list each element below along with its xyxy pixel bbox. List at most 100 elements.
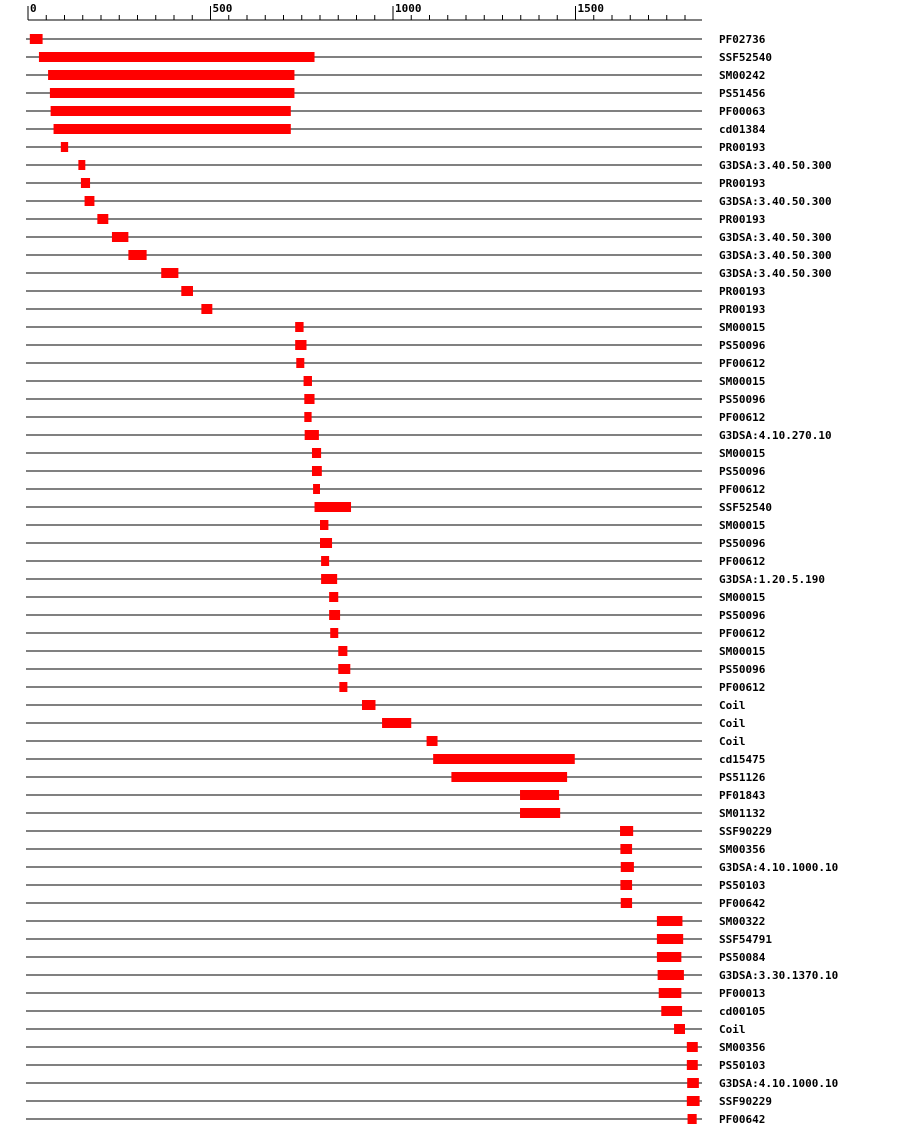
track-row: SM00015 <box>26 375 765 388</box>
track-label: PF00642 <box>719 897 765 910</box>
track-label: cd15475 <box>719 753 765 766</box>
track-label: G3DSA:4.10.1000.10 <box>719 1077 838 1090</box>
track-label: PF02736 <box>719 33 766 46</box>
domain-bar <box>520 808 561 818</box>
track-row: PS50103 <box>26 1059 765 1072</box>
track-row: cd15475 <box>26 753 765 766</box>
track-label: PR00193 <box>719 213 765 226</box>
track-label: SSF52540 <box>719 51 772 64</box>
domain-bar <box>181 286 193 296</box>
track-row: PF00642 <box>26 1113 765 1126</box>
domain-bar <box>201 304 213 314</box>
track-row: SM00015 <box>26 645 765 658</box>
domain-bar <box>620 898 633 908</box>
track-row: PR00193 <box>26 141 765 154</box>
track-row: G3DSA:3.40.50.300 <box>26 267 832 280</box>
domain-bar <box>658 988 682 998</box>
domain-bar <box>311 466 322 476</box>
domain-bar <box>321 556 330 566</box>
track-label: SM01132 <box>719 807 765 820</box>
track-label: PS50096 <box>719 465 766 478</box>
track-row: SM00356 <box>26 843 766 856</box>
domain-bar <box>84 196 95 206</box>
track-row: PS50096 <box>26 393 766 406</box>
track-label: PS50084 <box>719 951 766 964</box>
axis-tick-label: 500 <box>213 2 233 15</box>
track-row: PF00612 <box>26 411 765 424</box>
domain-bar <box>78 160 86 170</box>
track-row: SM01132 <box>26 807 765 820</box>
track-row: PF02736 <box>26 33 766 46</box>
track-label: SSF90229 <box>719 1095 772 1108</box>
track-row: cd01384 <box>26 123 766 136</box>
track-row: SM00015 <box>26 447 765 460</box>
track-row: PS50096 <box>26 465 766 478</box>
domain-bar <box>338 646 348 656</box>
domain-bar <box>321 574 338 584</box>
track-row: PF00612 <box>26 627 765 640</box>
track-row: G3DSA:1.20.5.190 <box>26 573 825 586</box>
domain-bar <box>60 142 69 152</box>
track-label: PS50096 <box>719 609 766 622</box>
domain-bar <box>661 1006 683 1016</box>
track-label: PR00193 <box>719 303 765 316</box>
track-row: PR00193 <box>26 213 765 226</box>
track-label: G3DSA:3.40.50.300 <box>719 231 832 244</box>
track-row: SSF52540 <box>26 501 772 514</box>
track-row: SSF90229 <box>26 1095 772 1108</box>
track-label: SM00242 <box>719 69 765 82</box>
domain-bar <box>657 970 684 980</box>
domain-bar <box>382 718 412 728</box>
domain-bar <box>80 178 91 188</box>
track-label: SM00356 <box>719 843 766 856</box>
track-label: PF00063 <box>719 105 765 118</box>
domain-bar <box>656 952 682 962</box>
domain-bar <box>686 1060 698 1070</box>
axis-tick-label: 1500 <box>578 2 605 15</box>
track-row: SM00015 <box>26 321 765 334</box>
track-label: SM00015 <box>719 645 765 658</box>
domain-bar <box>48 70 295 80</box>
track-row: cd00105 <box>26 1005 765 1018</box>
track-row: PF00013 <box>26 987 765 1000</box>
track-row: PF00612 <box>26 681 765 694</box>
track-label: PR00193 <box>719 285 765 298</box>
domain-bar <box>304 430 319 440</box>
axis-tick-label: 1000 <box>395 2 422 15</box>
track-label: SM00015 <box>719 375 765 388</box>
domain-bar <box>295 322 304 332</box>
domain-bar <box>687 1078 699 1088</box>
track-row: G3DSA:3.40.50.300 <box>26 231 832 244</box>
track-label: PS51126 <box>719 771 766 784</box>
track-row: SM00015 <box>26 591 765 604</box>
track-row: PS50096 <box>26 609 766 622</box>
domain-bar <box>50 106 291 116</box>
track-row: PR00193 <box>26 285 765 298</box>
track-row: PF01843 <box>26 789 765 802</box>
track-label: PR00193 <box>719 177 765 190</box>
track-row: PF00612 <box>26 555 765 568</box>
track-row: PR00193 <box>26 303 765 316</box>
domain-bar <box>38 52 315 62</box>
scale-axis: 0 500 1000 1500 <box>27 2 702 21</box>
domain-bar <box>304 394 315 404</box>
track-label: SM00322 <box>719 915 765 928</box>
domain-bar <box>433 754 575 764</box>
domain-bar <box>314 502 352 512</box>
track-label: G3DSA:1.20.5.190 <box>719 573 825 586</box>
track-label: PF00612 <box>719 483 765 496</box>
track-label: SM00015 <box>719 591 765 604</box>
track-label: SM00356 <box>719 1041 766 1054</box>
track-row: PS50096 <box>26 339 766 352</box>
domain-bar <box>674 1024 685 1034</box>
domain-bar <box>161 268 179 278</box>
track-label: SM00015 <box>719 447 765 460</box>
track-row: PF00642 <box>26 897 765 910</box>
domain-bar <box>329 610 341 620</box>
track-row: Coil <box>26 735 746 748</box>
track-label: PF01843 <box>719 789 765 802</box>
track-row: G3DSA:3.40.50.300 <box>26 159 832 172</box>
track-row: SSF90229 <box>26 825 772 838</box>
track-label: PS50096 <box>719 537 766 550</box>
domain-bar <box>620 844 633 854</box>
